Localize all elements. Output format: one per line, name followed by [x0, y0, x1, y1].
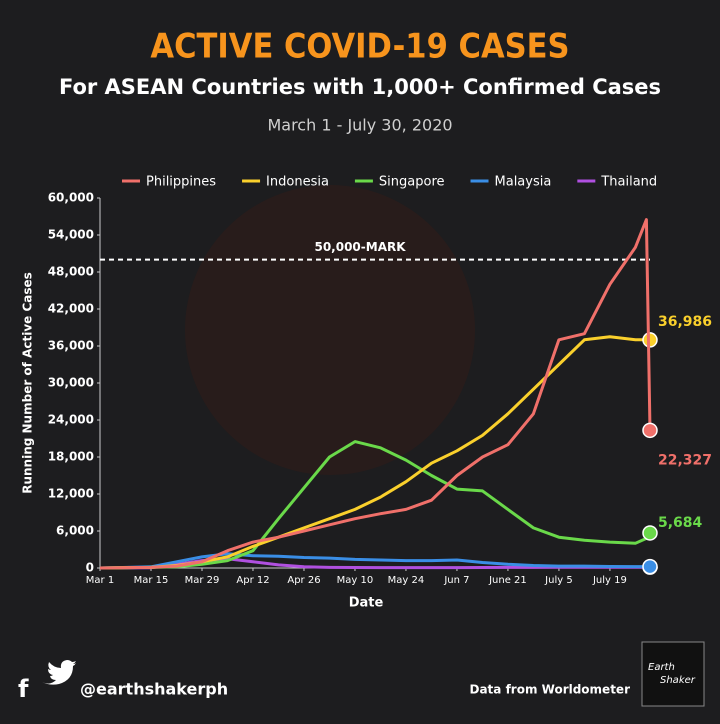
logo-text: Earth [648, 662, 675, 673]
y-axis-label: Running Number of Active Cases [21, 272, 35, 494]
end-marker [642, 558, 658, 575]
y-tick-label: 12,000 [48, 487, 94, 501]
x-tick-label: Mar 15 [134, 575, 169, 586]
x-tick-label: May 24 [388, 575, 425, 586]
legend-label: Singapore [379, 175, 445, 190]
x-axis-label: Date [349, 596, 384, 611]
source: Data from Worldometer [470, 683, 631, 697]
x-tick-label: July 19 [592, 575, 627, 586]
facebook-icon: f [18, 675, 29, 703]
x-tick-label: Jun 7 [443, 575, 469, 586]
legend-label: Indonesia [266, 175, 329, 190]
y-tick-label: 24,000 [48, 413, 94, 427]
twitter-icon [42, 660, 76, 685]
y-tick-label: 54,000 [48, 228, 94, 242]
reference-label: 50,000-MARK [314, 240, 406, 254]
x-tick-label: Apr 12 [236, 575, 269, 586]
series-line [99, 218, 652, 570]
y-tick-label: 36,000 [48, 339, 94, 353]
y-tick-label: 60,000 [48, 191, 94, 205]
end-marker [642, 525, 658, 541]
x-tick-label: Mar 1 [86, 575, 114, 586]
series-line [99, 440, 652, 570]
x-tick-label: Apr 26 [287, 575, 320, 586]
y-tick-label: 42,000 [48, 302, 94, 316]
x-tick-label: June 21 [488, 575, 527, 586]
y-tick-label: 48,000 [48, 265, 94, 279]
x-tick-label: July 5 [544, 575, 573, 586]
x-tick-label: May 10 [337, 575, 374, 586]
y-tick-label: 0 [86, 561, 94, 575]
value-label: 5,684 [658, 515, 703, 531]
y-tick-label: 30,000 [48, 376, 94, 390]
logo-text: Shaker [660, 675, 696, 686]
chart-title: ACTIVE COVID-19 CASES [150, 27, 569, 67]
series-line [99, 335, 651, 570]
chart-subtitle: For ASEAN Countries with 1,000+ Confirme… [59, 75, 661, 99]
legend-label: Philippines [146, 175, 216, 190]
end-marker [642, 422, 658, 439]
y-tick-label: 6,000 [56, 524, 94, 538]
background-virus [185, 185, 475, 475]
legend-label: Malaysia [495, 175, 552, 190]
x-tick-label: Mar 29 [185, 575, 220, 586]
logo-box [641, 641, 705, 707]
value-label: 36,986 [658, 314, 712, 330]
date-range: March 1 - July 30, 2020 [267, 116, 452, 135]
y-tick-label: 18,000 [48, 450, 94, 464]
handle: @earthshakerph [80, 680, 228, 699]
legend-label: Thailand [600, 175, 657, 190]
value-label: 22,327 [658, 452, 712, 468]
